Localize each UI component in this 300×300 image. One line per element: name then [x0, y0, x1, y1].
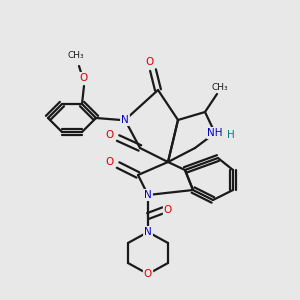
Text: O: O: [106, 157, 114, 167]
Text: O: O: [80, 73, 88, 83]
Text: NH: NH: [207, 128, 223, 138]
Text: O: O: [164, 205, 172, 215]
Text: H: H: [227, 130, 235, 140]
Text: N: N: [144, 190, 152, 200]
Text: CH₃: CH₃: [212, 82, 228, 91]
Text: N: N: [144, 227, 152, 237]
Text: N: N: [121, 115, 129, 125]
Text: O: O: [144, 269, 152, 279]
Text: O: O: [146, 57, 154, 67]
Text: O: O: [106, 130, 114, 140]
Text: CH₃: CH₃: [68, 52, 84, 61]
